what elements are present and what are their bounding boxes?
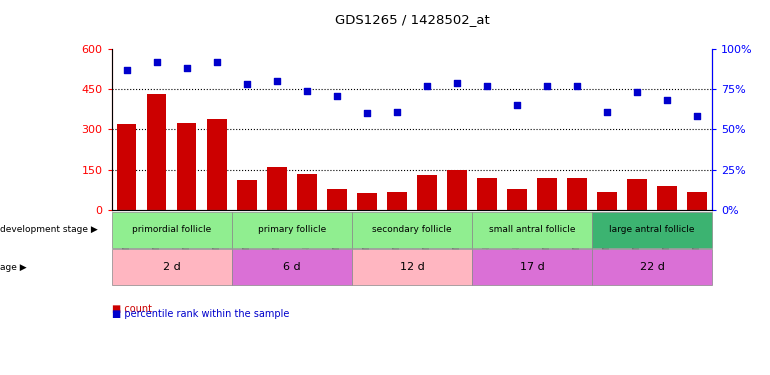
- Point: [120, 67, 132, 73]
- Text: 22 d: 22 d: [640, 262, 665, 272]
- Point: [360, 110, 373, 116]
- Bar: [177, 123, 196, 210]
- Point: [210, 58, 223, 64]
- Bar: [117, 124, 136, 210]
- Point: [661, 98, 673, 104]
- Text: 12 d: 12 d: [400, 262, 424, 272]
- Point: [150, 58, 163, 64]
- Text: age ▶: age ▶: [0, 263, 27, 272]
- Bar: [417, 175, 437, 210]
- Bar: [507, 189, 527, 210]
- Point: [511, 102, 524, 108]
- Bar: [598, 192, 617, 210]
- Point: [451, 80, 464, 86]
- Text: primary follicle: primary follicle: [258, 225, 326, 234]
- Text: secondary follicle: secondary follicle: [372, 225, 452, 234]
- Point: [480, 83, 493, 89]
- Point: [571, 83, 584, 89]
- Bar: [357, 192, 377, 210]
- Text: GDS1265 / 1428502_at: GDS1265 / 1428502_at: [335, 13, 489, 26]
- Point: [271, 78, 283, 84]
- Text: ■ count: ■ count: [112, 304, 152, 313]
- Point: [601, 109, 613, 115]
- Bar: [207, 118, 226, 210]
- Point: [240, 81, 253, 87]
- Point: [631, 89, 643, 95]
- Point: [180, 65, 192, 71]
- Bar: [297, 174, 316, 210]
- Point: [541, 83, 553, 89]
- Bar: [267, 167, 286, 210]
- Bar: [447, 170, 467, 210]
- Bar: [387, 192, 407, 210]
- Point: [390, 109, 403, 115]
- Bar: [537, 178, 557, 210]
- Bar: [567, 178, 587, 210]
- Text: development stage ▶: development stage ▶: [0, 225, 98, 234]
- Bar: [147, 94, 166, 210]
- Bar: [658, 186, 677, 210]
- Bar: [477, 178, 497, 210]
- Bar: [628, 179, 647, 210]
- Point: [331, 93, 343, 99]
- Point: [691, 114, 704, 120]
- Text: ■ percentile rank within the sample: ■ percentile rank within the sample: [112, 309, 289, 319]
- Point: [420, 83, 433, 89]
- Bar: [327, 189, 346, 210]
- Text: small antral follicle: small antral follicle: [489, 225, 575, 234]
- Text: 17 d: 17 d: [520, 262, 544, 272]
- Text: 6 d: 6 d: [283, 262, 300, 272]
- Point: [300, 88, 313, 94]
- Text: 2 d: 2 d: [162, 262, 181, 272]
- Bar: [688, 192, 707, 210]
- Text: large antral follicle: large antral follicle: [609, 225, 695, 234]
- Text: primordial follicle: primordial follicle: [132, 225, 211, 234]
- Bar: [237, 180, 256, 210]
